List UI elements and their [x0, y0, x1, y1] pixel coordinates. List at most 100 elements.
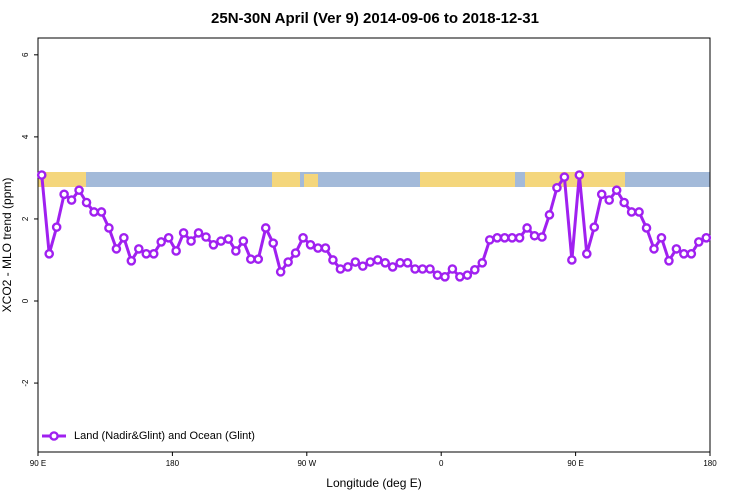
data-point — [186, 236, 196, 246]
data-point — [89, 207, 99, 217]
x-axis-label: Longitude (deg E) — [326, 476, 421, 490]
data-point — [559, 172, 570, 182]
x-tick-label: 0 — [439, 459, 444, 468]
x-tick-label: 180 — [166, 459, 180, 468]
data-point — [395, 258, 405, 268]
data-point — [544, 210, 555, 220]
data-point — [507, 233, 517, 243]
data-point — [223, 234, 234, 244]
data-point — [522, 223, 532, 233]
data-point — [387, 262, 398, 272]
data-point — [604, 195, 615, 205]
data-point — [574, 170, 585, 180]
data-point — [201, 232, 211, 242]
data-point — [216, 236, 226, 246]
data-point — [163, 233, 174, 243]
data-point — [649, 244, 659, 254]
data-point — [582, 249, 592, 259]
data-point — [178, 228, 189, 238]
data-point — [156, 237, 166, 247]
data-point — [283, 257, 293, 267]
x-tick-label: 90 E — [30, 459, 46, 468]
land-band — [525, 172, 625, 187]
data-point — [260, 223, 271, 233]
y-tick-label: 4 — [21, 134, 30, 139]
data-point — [141, 249, 152, 259]
data-point — [81, 197, 92, 208]
data-point — [417, 264, 428, 274]
data-point — [484, 235, 495, 245]
data-point — [238, 236, 249, 246]
data-point — [499, 233, 510, 243]
data-point — [328, 255, 338, 265]
land-ocean-strip — [38, 172, 710, 187]
y-tick-label: -2 — [21, 379, 30, 387]
data-point — [96, 207, 107, 217]
y-tick-label: 2 — [21, 216, 30, 221]
data-point — [335, 264, 346, 274]
data-point — [320, 243, 331, 253]
data-point — [66, 195, 77, 205]
data-point — [656, 233, 667, 243]
data-point — [59, 189, 69, 200]
data-point — [111, 244, 122, 254]
data-point — [119, 233, 129, 243]
data-point — [529, 230, 540, 241]
data-point — [402, 258, 413, 268]
data-point — [410, 264, 420, 274]
data-point — [51, 222, 62, 232]
data-point — [589, 222, 600, 232]
data-point — [74, 185, 84, 196]
data-point — [552, 182, 562, 193]
data-point — [148, 249, 159, 259]
data-point — [462, 270, 473, 280]
data-point — [701, 233, 712, 243]
data-point — [290, 248, 301, 258]
x-tick-label: 90 E — [567, 459, 583, 468]
data-point — [634, 207, 644, 217]
data-point — [313, 243, 323, 253]
y-axis-label: XCO2 - MLO trend (ppm) — [0, 178, 14, 313]
data-point — [193, 228, 204, 238]
land-band — [304, 174, 318, 187]
legend-marker — [49, 431, 59, 441]
data-point — [469, 265, 480, 275]
data-point — [133, 244, 144, 254]
data-point — [275, 267, 286, 277]
data-point — [350, 257, 361, 267]
x-tick-label: 180 — [703, 459, 717, 468]
data-point — [641, 223, 652, 233]
data-point — [380, 258, 391, 268]
data-point — [425, 264, 435, 274]
land-band — [272, 172, 300, 187]
data-point — [567, 255, 577, 265]
data-point — [268, 238, 279, 248]
data-point — [686, 249, 697, 259]
plot-frame — [37, 37, 711, 453]
x-tick-label: 90 W — [297, 459, 316, 468]
data-point — [455, 271, 465, 282]
data-point — [36, 170, 47, 180]
data-point — [447, 264, 458, 274]
data-point — [679, 249, 689, 259]
data-point — [231, 246, 241, 256]
data-point — [104, 223, 114, 233]
data-point — [44, 249, 55, 259]
y-tick-label: 0 — [21, 298, 30, 303]
data-point — [671, 244, 682, 254]
data-point — [611, 185, 622, 196]
data-point — [619, 197, 629, 208]
data-point — [432, 270, 443, 280]
data-point — [537, 232, 547, 242]
data-point — [126, 255, 137, 266]
data-point — [365, 257, 376, 267]
data-point — [664, 255, 674, 266]
data-point — [372, 255, 383, 265]
land-band — [38, 172, 86, 187]
legend-label: Land (Nadir&Glint) and Ocean (Glint) — [74, 430, 255, 442]
chart-title: 25N-30N April (Ver 9) 2014-09-06 to 2018… — [211, 10, 539, 27]
data-point — [440, 271, 450, 282]
data-point — [305, 239, 316, 250]
data-point — [514, 233, 525, 243]
